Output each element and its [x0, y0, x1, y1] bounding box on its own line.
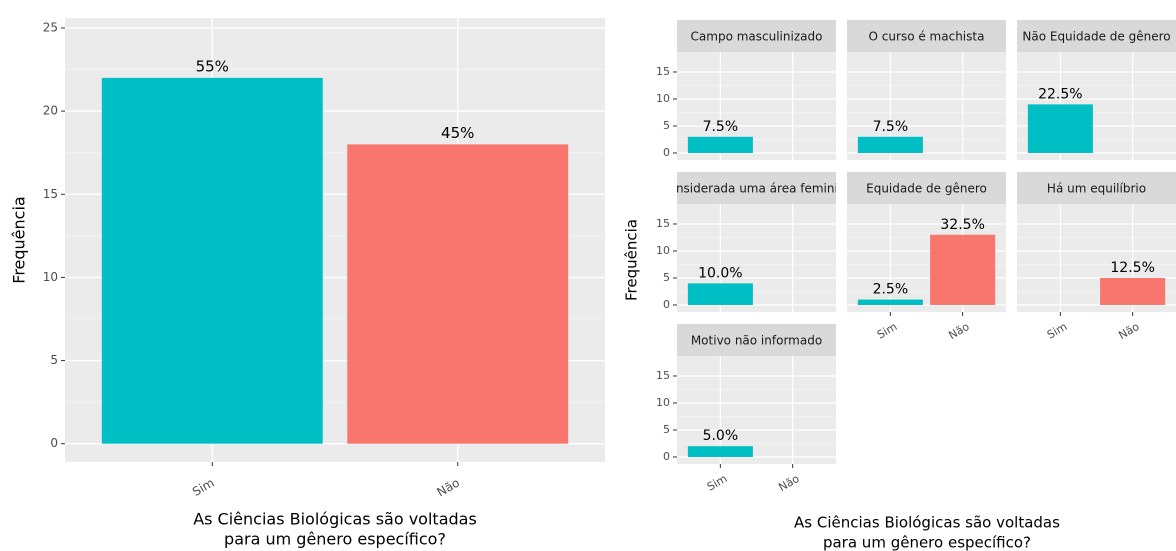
bar: [101, 77, 323, 444]
bar-label: 7.5%: [703, 119, 739, 135]
bar: [687, 446, 753, 457]
x-axis-label: para um gênero específico?: [224, 530, 446, 549]
strip: [847, 172, 1006, 204]
y-tick-label: 10: [656, 92, 670, 105]
y-tick-label: 0: [50, 436, 58, 450]
bar: [930, 234, 996, 305]
strip: [677, 172, 836, 204]
bar: [687, 136, 753, 153]
bar-label: 10.0%: [698, 265, 742, 281]
x-tick-label: Não: [435, 476, 463, 500]
y-tick-label: 20: [43, 104, 58, 118]
strip: [677, 324, 836, 356]
x-axis-label: para um gênero específico?: [823, 534, 1031, 551]
y-tick-label: 15: [656, 65, 670, 78]
strip: [677, 20, 836, 52]
bar-label: 45%: [441, 124, 474, 142]
y-tick-label: 25: [43, 20, 58, 34]
bar: [857, 299, 923, 305]
y-tick-label: 10: [656, 396, 670, 409]
y-tick-label: 5: [50, 353, 58, 367]
y-tick-label: 5: [663, 119, 670, 132]
strip: [1017, 172, 1176, 204]
x-tick-label: Sim: [705, 472, 729, 494]
strip: [1017, 20, 1176, 52]
strip-title: Considerada uma área feminina: [660, 182, 853, 196]
x-tick-label: Não: [946, 320, 972, 342]
strip: [847, 20, 1006, 52]
x-tick-label: Sim: [1045, 320, 1069, 342]
bar-label: 5.0%: [703, 428, 739, 444]
y-axis-label: Frequência: [10, 196, 29, 283]
y-tick-label: 15: [656, 369, 670, 382]
y-tick-label: 0: [663, 450, 670, 463]
y-tick-label: 15: [43, 187, 58, 201]
x-tick-label: Sim: [875, 320, 899, 342]
strip-title: Há um equilíbrio: [1047, 182, 1146, 196]
x-axis-label: As Ciências Biológicas são voltadas: [794, 514, 1060, 532]
bar: [347, 144, 569, 444]
strip-title: Não Equidade de gênero: [1022, 30, 1170, 44]
strip-title: Equidade de gênero: [866, 182, 987, 196]
y-tick-label: 5: [663, 271, 670, 284]
y-tick-label: 0: [663, 298, 670, 311]
y-axis-label: Frequência: [623, 219, 641, 301]
y-tick-label: 0: [663, 146, 670, 159]
x-tick-label: Não: [1116, 320, 1142, 342]
bar-label: 12.5%: [1110, 260, 1154, 276]
y-tick-label: 15: [656, 217, 670, 230]
y-tick-label: 10: [43, 270, 58, 284]
bar-label: 22.5%: [1038, 86, 1082, 102]
bar: [857, 136, 923, 153]
x-tick-label: Sim: [190, 476, 217, 499]
bar: [1100, 277, 1166, 305]
x-tick-label: Não: [776, 472, 802, 494]
plot-panel: [677, 356, 836, 464]
bar-label: 2.5%: [873, 282, 909, 298]
bar-label: 7.5%: [873, 119, 909, 135]
y-tick-label: 5: [663, 423, 670, 436]
strip-title: Campo masculinizado: [691, 30, 823, 44]
bar: [1027, 104, 1093, 153]
strip-title: O curso é machista: [869, 30, 985, 44]
x-axis-label: As Ciências Biológicas são voltadas: [193, 510, 477, 529]
strip-title: Motivo não informado: [691, 334, 822, 348]
bar: [687, 283, 753, 305]
bar-label: 32.5%: [940, 217, 984, 233]
bar-label: 55%: [196, 57, 229, 75]
y-tick-label: 10: [656, 244, 670, 257]
